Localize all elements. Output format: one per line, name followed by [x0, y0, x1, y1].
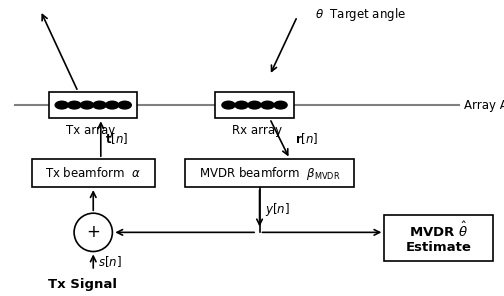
Text: $\mathbf{t}[n]$: $\mathbf{t}[n]$ [105, 131, 128, 146]
FancyBboxPatch shape [185, 159, 354, 187]
Circle shape [261, 101, 274, 109]
Text: Estimate: Estimate [406, 241, 471, 254]
Text: MVDR $\hat{\theta}$: MVDR $\hat{\theta}$ [409, 221, 468, 240]
Text: MVDR beamform  $\beta_{\mathrm{MVDR}}$: MVDR beamform $\beta_{\mathrm{MVDR}}$ [199, 165, 340, 182]
FancyBboxPatch shape [31, 159, 155, 187]
Circle shape [248, 101, 261, 109]
FancyBboxPatch shape [216, 92, 293, 118]
Text: Tx array: Tx array [66, 124, 115, 137]
Text: +: + [86, 223, 100, 241]
Circle shape [55, 101, 69, 109]
Circle shape [274, 101, 287, 109]
Text: $s[n]$: $s[n]$ [98, 254, 122, 269]
FancyBboxPatch shape [49, 92, 137, 118]
Circle shape [93, 101, 106, 109]
Text: $\theta$  Target angle: $\theta$ Target angle [315, 6, 406, 23]
Text: Tx Signal: Tx Signal [48, 278, 117, 291]
Ellipse shape [74, 213, 112, 252]
Circle shape [118, 101, 131, 109]
Text: Tx beamform  $\alpha$: Tx beamform $\alpha$ [45, 166, 141, 180]
Text: $\mathbf{r}[n]$: $\mathbf{r}[n]$ [295, 131, 318, 146]
Circle shape [81, 101, 93, 109]
Text: $y[n]$: $y[n]$ [265, 201, 289, 218]
Text: Rx array: Rx array [232, 124, 282, 137]
FancyBboxPatch shape [384, 215, 492, 261]
Circle shape [235, 101, 248, 109]
Circle shape [105, 101, 118, 109]
Circle shape [222, 101, 235, 109]
Text: Array Axis: Array Axis [464, 99, 504, 112]
Circle shape [68, 101, 81, 109]
